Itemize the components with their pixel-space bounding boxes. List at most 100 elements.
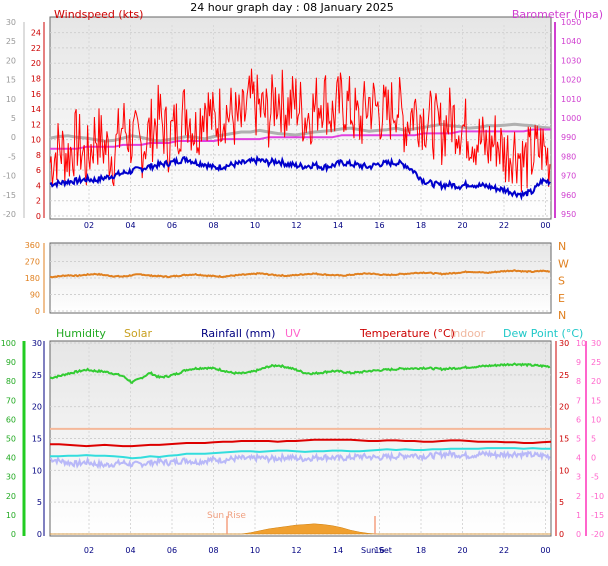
temp-panel-legend: Humidity Solar Rainfall (mm) UV Temperat… — [56, 327, 583, 340]
humidity-series — [49, 362, 551, 385]
legend-humidity: Humidity — [56, 327, 106, 340]
temp-x-label: 16 — [374, 546, 384, 555]
apparent-temp-series — [49, 448, 551, 470]
humidity-tick-label: 30 — [6, 473, 16, 482]
wind-x-label: 08 — [208, 221, 218, 230]
temp-tick-label: 10 — [559, 466, 569, 475]
dewpoint-tick-label: 30 — [591, 339, 601, 348]
humidity-tick-label: 70 — [6, 396, 16, 405]
baro-tick-label: 970 — [561, 172, 576, 181]
wind-x-label: 14 — [333, 221, 343, 230]
humidity-tick-label: 80 — [6, 377, 16, 386]
rain-tick-label: 10 — [32, 466, 42, 475]
solar-area — [50, 523, 551, 535]
uv-tick-label: 1 — [576, 511, 581, 520]
wind-tick-label: 14 — [31, 105, 41, 114]
outer-tick-label: -15 — [3, 191, 16, 200]
dewpoint-tick-label: 10 — [591, 415, 601, 424]
humidity-tick-label: 90 — [6, 358, 16, 367]
baro-tick-label: 1050 — [561, 18, 581, 27]
winddir-tick-label: 0 — [35, 307, 40, 316]
dewpoint-tick-label: 0 — [591, 454, 596, 463]
rain-tick-label: 0 — [37, 530, 42, 539]
wind-axis-label: Windspeed (kts) — [54, 8, 143, 21]
humidity-tick-label: 100 — [1, 339, 16, 348]
compass-label: N — [558, 309, 566, 322]
wind-tick-label: 22 — [31, 44, 41, 53]
temp-tick-label: 0 — [559, 530, 564, 539]
temp-x-label: 10 — [250, 546, 260, 555]
baro-tick-label: 1000 — [561, 114, 581, 123]
wind-tick-label: 16 — [31, 90, 41, 99]
winddir-tick-label: 90 — [30, 291, 40, 300]
dewpoint-tick-label: 20 — [591, 377, 601, 386]
legend-uv: UV — [285, 327, 301, 340]
uv-tick-label: 5 — [576, 435, 581, 444]
temp-tick-label: 30 — [559, 339, 569, 348]
outer-tick-label: -20 — [3, 210, 16, 219]
legend-rainfall: Rainfall (mm) — [201, 327, 275, 340]
outer-tick-label: -5 — [8, 152, 16, 161]
wind-x-label: 12 — [291, 221, 301, 230]
rain-tick-label: 30 — [32, 339, 42, 348]
barometer-series — [50, 128, 551, 150]
wind-tick-label: 0 — [36, 212, 41, 221]
temp-x-label: 08 — [208, 546, 218, 555]
outer-tick-label: 20 — [6, 56, 16, 65]
wind-tick-label: 18 — [31, 74, 41, 83]
temp-x-label: 20 — [457, 546, 467, 555]
gust-series — [49, 154, 551, 201]
wind-grey-series — [49, 122, 552, 143]
wind-tick-label: 4 — [36, 181, 41, 190]
winddir-series — [49, 269, 551, 279]
baro-tick-label: 990 — [561, 133, 576, 142]
baro-tick-label: 950 — [561, 210, 576, 219]
outer-tick-label: 25 — [6, 37, 16, 46]
wind-tick-label: 24 — [31, 29, 41, 38]
wind-tick-label: 8 — [36, 151, 41, 160]
chart-title: 24 hour graph day : 08 January 2025 — [190, 1, 394, 14]
uv-tick-label: 7 — [576, 396, 581, 405]
rain-tick-label: 25 — [32, 371, 42, 380]
windspeed-series — [49, 68, 551, 192]
wind-x-label: 00 — [540, 221, 550, 230]
temp-x-label: 12 — [291, 546, 301, 555]
wind-x-label: 04 — [125, 221, 135, 230]
wind-x-label: 16 — [374, 221, 384, 230]
wind-x-label: 18 — [416, 221, 426, 230]
temp-tick-label: 15 — [559, 435, 569, 444]
wind-tick-label: 6 — [36, 166, 41, 175]
humidity-tick-label: 40 — [6, 454, 16, 463]
uv-tick-label: 3 — [576, 473, 581, 482]
baro-tick-label: 1010 — [561, 95, 581, 104]
dewpoint-tick-label: 5 — [591, 435, 596, 444]
uv-tick-label: 6 — [576, 415, 581, 424]
wind-x-label: 02 — [84, 221, 94, 230]
temp-tick-label: 20 — [559, 403, 569, 412]
humidity-tick-label: 50 — [6, 435, 16, 444]
uv-tick-label: 2 — [576, 492, 581, 501]
rain-tick-label: 20 — [32, 403, 42, 412]
outer-tick-label: 10 — [6, 95, 16, 104]
dewpoint-tick-label: -20 — [591, 530, 604, 539]
dewpoint-tick-label: -15 — [591, 511, 604, 520]
temp-x-label: 06 — [167, 546, 177, 555]
wind-tick-label: 20 — [31, 59, 41, 68]
legend-dewpoint: Dew Point (°C) — [503, 327, 583, 340]
compass-label: N — [558, 240, 566, 253]
rain-tick-label: 15 — [32, 435, 42, 444]
baro-tick-label: 1040 — [561, 37, 581, 46]
temp-x-label: 14 — [333, 546, 343, 555]
sunrise-label: Sun Rise — [207, 511, 246, 521]
uv-tick-label: 10 — [576, 339, 586, 348]
temp-x-label: 00 — [540, 546, 550, 555]
temp-x-label: 04 — [125, 546, 135, 555]
temp-x-label: 02 — [84, 546, 94, 555]
winddir-tick-label: 360 — [25, 241, 40, 250]
baro-tick-label: 980 — [561, 152, 576, 161]
wind-x-label: 22 — [499, 221, 509, 230]
legend-solar: Solar — [124, 327, 153, 340]
humidity-tick-label: 0 — [11, 530, 16, 539]
legend-indoor: Indoor — [450, 327, 486, 340]
outer-tick-label: 30 — [6, 18, 16, 27]
